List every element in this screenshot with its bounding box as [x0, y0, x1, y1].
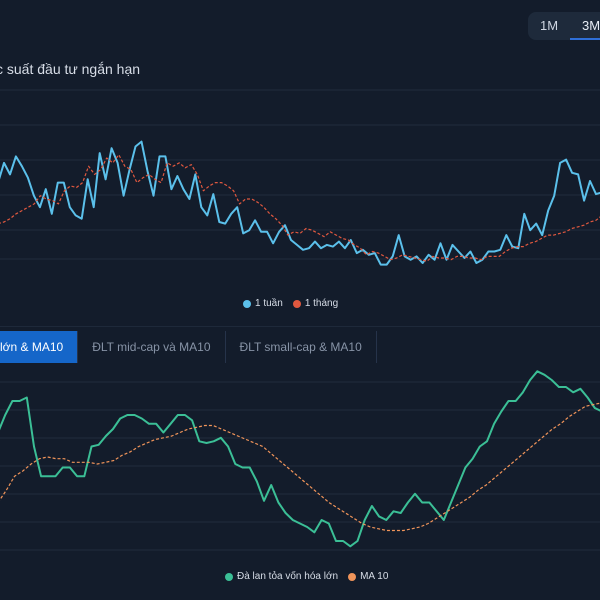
legend-label: 1 tháng	[304, 298, 339, 309]
tab-large-cap[interactable]: lớn & MA10	[0, 331, 79, 363]
range-selector: 1M 3M	[528, 12, 600, 40]
chart-tab-bar: lớn & MA10 ĐLT mid-cap và MA10 ĐLT small…	[0, 331, 600, 363]
legend-item-2[interactable]: MA 10	[348, 571, 388, 582]
bottom-chart	[0, 370, 600, 551]
legend-dot-icon	[292, 299, 301, 308]
top-chart-title: c suất đầu tư ngắn hạn	[0, 61, 141, 77]
top-chart	[0, 89, 600, 266]
series-line-1	[0, 140, 600, 266]
legend-item-1[interactable]: Đà lan tỏa vốn hóa lớn	[225, 571, 338, 582]
range-3m-button[interactable]: 3M	[570, 12, 600, 40]
legend-label: Đà lan tỏa vốn hóa lớn	[237, 571, 339, 582]
series-line-2	[0, 154, 600, 262]
legend-dot-icon	[243, 299, 251, 308]
bottom-chart-legend: Đà lan tỏa vốn hóa lớn MA 10	[225, 571, 388, 582]
tab-mid-cap[interactable]: ĐLT mid-cap và MA10	[78, 331, 226, 363]
legend-label: MA 10	[360, 571, 389, 582]
section-divider	[0, 326, 600, 327]
tab-small-cap[interactable]: ĐLT small-cap & MA10	[226, 331, 377, 363]
legend-item-2[interactable]: 1 tháng	[292, 298, 339, 309]
series-line-1	[0, 370, 600, 548]
series-line-2	[0, 402, 600, 532]
legend-item-1[interactable]: 1 tuần	[243, 298, 283, 309]
legend-dot-icon	[348, 572, 357, 581]
range-1m-button[interactable]: 1M	[539, 18, 559, 33]
top-chart-legend: 1 tuần 1 tháng	[243, 298, 338, 309]
legend-dot-icon	[225, 572, 233, 581]
legend-label: 1 tuần	[255, 298, 283, 309]
